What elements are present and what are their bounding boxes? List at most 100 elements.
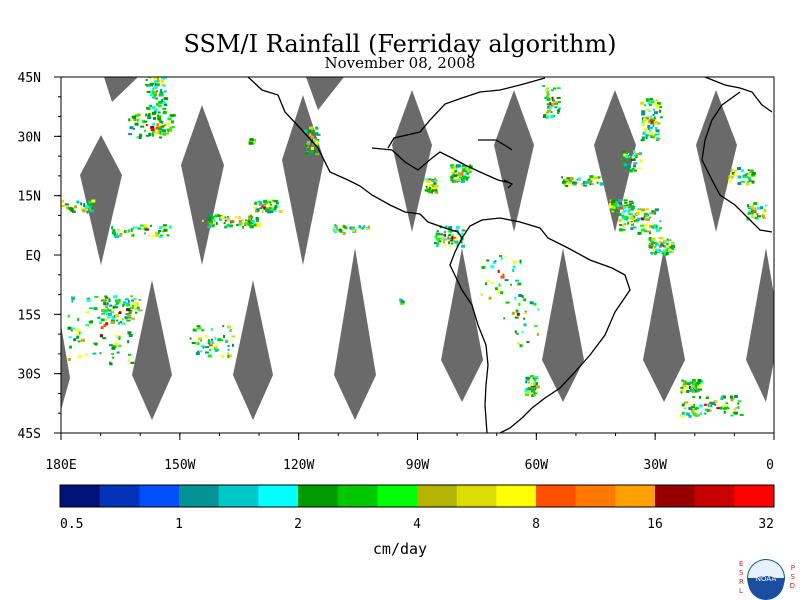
rain-pixel: [583, 184, 588, 187]
rain-pixel: [92, 342, 96, 345]
rain-pixel: [517, 282, 522, 286]
rain-pixel: [207, 216, 211, 219]
axis-ticks: [54, 76, 775, 440]
colorbar-swatch: [179, 485, 220, 507]
rain-pixel: [625, 206, 629, 209]
rain-pixel: [597, 176, 601, 179]
rain-pixel: [652, 241, 657, 244]
noaa-logo-text: NOAA: [756, 575, 777, 583]
rain-pixel: [544, 88, 547, 92]
rain-pixel: [149, 224, 152, 227]
rain-pixel: [668, 249, 671, 252]
rain-pixel: [618, 199, 622, 202]
rain-pixel: [273, 206, 277, 210]
rain-pixel: [709, 409, 712, 412]
rain-pixel: [725, 407, 730, 410]
rain-pixel: [207, 341, 211, 345]
rain-pixel: [454, 229, 459, 232]
rain-pixel: [564, 178, 569, 182]
rain-pixel: [504, 279, 509, 282]
rain-pixel: [263, 206, 267, 210]
rain-pixel: [89, 307, 94, 310]
rain-pixel: [515, 279, 520, 282]
colorbar-tick-label: 2: [294, 517, 302, 532]
rain-pixel: [128, 118, 131, 122]
rain-pixel: [719, 406, 723, 410]
rain-pixel: [226, 325, 231, 329]
rain-pixel: [682, 403, 685, 406]
rain-pixel: [161, 131, 166, 134]
colorbar-tick-label: 0.5: [60, 517, 83, 532]
rain-pixel: [681, 384, 685, 387]
rain-pixel: [525, 380, 528, 384]
rain-pixel: [160, 125, 165, 128]
rain-pixel: [580, 182, 585, 186]
rain-pixel: [134, 305, 137, 309]
rain-pixel: [316, 142, 319, 146]
rain-pixel: [499, 255, 503, 257]
rain-pixel: [618, 228, 623, 232]
rain-pixel: [227, 217, 230, 221]
rain-pixel: [458, 173, 461, 177]
rain-pixel: [92, 352, 97, 355]
rain-pixel: [625, 155, 629, 159]
rain-pixel: [138, 298, 142, 301]
rain-pixel: [700, 412, 703, 415]
rain-pixel: [259, 202, 263, 206]
rain-pixel: [61, 200, 63, 204]
rain-pixel: [467, 176, 470, 179]
rain-pixel: [534, 384, 537, 388]
rain-pixel: [196, 325, 201, 328]
rain-pixel: [694, 385, 698, 388]
rain-pixel: [456, 178, 461, 181]
rain-pixel: [204, 351, 209, 354]
rain-pixel: [137, 309, 140, 312]
rain-pixel: [160, 88, 163, 92]
rain-pixel: [699, 395, 701, 399]
rain-pixel: [542, 84, 546, 87]
rain-pixel: [737, 167, 741, 170]
rain-pixel: [628, 169, 633, 173]
rain-pixel: [149, 104, 153, 107]
lat-label: 45S: [18, 427, 41, 442]
rain-pixel: [691, 410, 695, 414]
rain-pixel: [144, 120, 148, 123]
rain-pixel: [638, 152, 642, 156]
rain-pixel: [241, 222, 244, 225]
rain-pixel: [488, 296, 492, 300]
rain-pixel: [349, 226, 353, 230]
rain-pixel: [85, 324, 90, 327]
rain-pixel: [450, 164, 455, 167]
rain-pixel: [751, 172, 756, 175]
rain-pixel: [358, 225, 362, 229]
rain-pixel: [220, 339, 224, 342]
rain-pixel: [205, 335, 208, 338]
rain-pixel: [613, 201, 618, 205]
rain-pixel: [88, 200, 93, 204]
rain-pixel: [756, 206, 761, 210]
rain-pixel: [553, 102, 558, 105]
rain-pixel: [641, 112, 646, 116]
rain-pixel: [199, 350, 203, 353]
rain-pixel: [533, 377, 537, 380]
rain-pixel: [139, 224, 144, 227]
rain-pixel: [650, 237, 652, 241]
rain-pixel: [490, 265, 495, 269]
rain-pixel: [231, 343, 234, 347]
rain-pixel: [612, 208, 615, 211]
rain-pixel: [137, 227, 142, 230]
rain-pixel: [733, 411, 738, 415]
rain-pixel: [641, 208, 646, 212]
rain-pixel: [262, 200, 267, 203]
rain-pixel: [698, 388, 702, 391]
colorbar-swatch: [99, 485, 140, 507]
rain-pixel: [500, 291, 504, 295]
rain-pixel: [262, 203, 267, 206]
rain-pixel: [315, 153, 320, 156]
rain-pixel: [214, 350, 218, 352]
rain-pixel: [215, 348, 220, 351]
rain-pixel: [163, 103, 167, 106]
rain-pixel: [70, 329, 73, 332]
rain-pixel: [652, 114, 655, 116]
rain-pixel: [265, 207, 268, 211]
